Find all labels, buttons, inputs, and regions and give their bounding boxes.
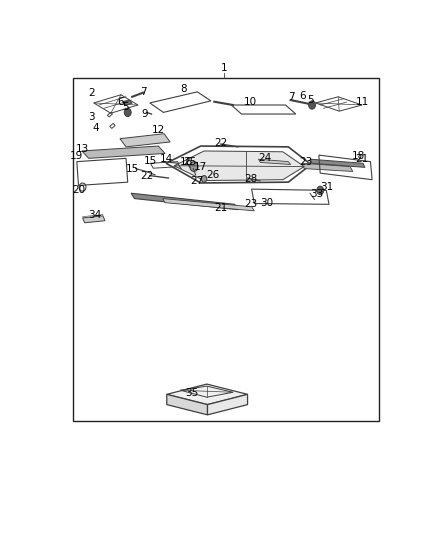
Text: 30: 30 (260, 198, 273, 208)
Circle shape (201, 175, 207, 182)
Text: 15: 15 (144, 156, 157, 166)
Text: 24: 24 (258, 152, 271, 163)
Text: 26: 26 (206, 170, 219, 180)
Text: 20: 20 (72, 185, 85, 195)
Polygon shape (302, 163, 353, 172)
Text: 11: 11 (355, 96, 369, 107)
Text: 13: 13 (76, 144, 89, 154)
Text: 28: 28 (244, 174, 258, 184)
Text: 14: 14 (160, 154, 173, 164)
Polygon shape (120, 134, 170, 147)
Text: 6: 6 (118, 96, 124, 107)
Polygon shape (258, 159, 291, 165)
Text: 2: 2 (88, 88, 95, 98)
Text: 4: 4 (92, 123, 99, 133)
Circle shape (124, 108, 131, 117)
Text: 7: 7 (140, 87, 147, 97)
Text: 9: 9 (141, 109, 148, 119)
Text: 5: 5 (122, 102, 129, 112)
Polygon shape (162, 199, 254, 211)
Text: 34: 34 (88, 210, 102, 220)
Text: 6: 6 (299, 91, 306, 101)
Text: 31: 31 (320, 182, 333, 192)
Text: 15: 15 (126, 164, 139, 174)
Circle shape (309, 101, 315, 109)
Polygon shape (131, 193, 238, 209)
Text: 21: 21 (355, 154, 369, 164)
Circle shape (317, 186, 324, 195)
Text: 22: 22 (140, 171, 153, 181)
Text: 25: 25 (183, 157, 197, 167)
Bar (74, 78, 379, 421)
Text: 35: 35 (186, 388, 199, 398)
Text: 1: 1 (221, 63, 228, 74)
Polygon shape (83, 216, 105, 223)
Text: 12: 12 (152, 125, 165, 135)
Circle shape (190, 161, 198, 172)
Polygon shape (310, 159, 365, 167)
Polygon shape (123, 100, 132, 105)
Text: 33: 33 (310, 189, 323, 199)
Text: 16: 16 (180, 157, 193, 167)
Text: 8: 8 (180, 84, 187, 94)
Text: 22: 22 (214, 138, 227, 148)
Text: 18: 18 (352, 151, 365, 161)
Text: 3: 3 (88, 112, 95, 122)
Polygon shape (82, 146, 165, 158)
Polygon shape (167, 384, 247, 405)
Polygon shape (167, 394, 208, 415)
Text: 27: 27 (191, 176, 204, 186)
Text: 7: 7 (288, 92, 295, 102)
Text: 5: 5 (307, 95, 313, 105)
Text: 17: 17 (194, 163, 207, 172)
Text: 23: 23 (299, 157, 313, 167)
Text: 10: 10 (244, 96, 257, 107)
Polygon shape (208, 394, 247, 415)
Text: 21: 21 (214, 203, 227, 213)
Text: 23: 23 (244, 199, 258, 209)
Polygon shape (174, 151, 304, 181)
Text: 19: 19 (70, 151, 84, 161)
